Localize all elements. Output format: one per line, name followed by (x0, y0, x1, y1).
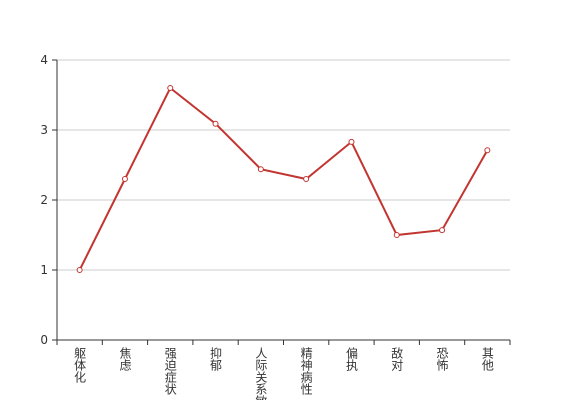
point (167, 85, 174, 91)
point (76, 267, 83, 273)
point (439, 227, 446, 234)
y-tick-label: 3 (40, 123, 48, 137)
point (348, 138, 355, 145)
x-tick-label: 人际关系敏感 (254, 347, 268, 400)
point (484, 147, 491, 154)
x-tick-label: 偏执 (344, 346, 358, 372)
line (78, 86, 489, 271)
x-tick-label: 强迫症状 (163, 347, 177, 395)
point (121, 176, 128, 182)
x-tick-label: 精神病性 (299, 347, 313, 396)
point (257, 166, 264, 173)
y-tick-label: 1 (40, 263, 48, 277)
x-tick-label: 其他 (480, 347, 494, 371)
point (393, 232, 400, 238)
x-tick-label: 抑郁 (209, 346, 223, 372)
x-tick-label: 躯体化 (73, 346, 87, 384)
x-tick-label: 敌对 (390, 346, 404, 371)
y-tick-label: 4 (40, 53, 48, 67)
x-tick-label: 焦虑 (118, 347, 132, 371)
x-tick-label: 恐怖 (435, 347, 449, 371)
y-tick-label: 2 (40, 193, 48, 207)
point (303, 176, 310, 182)
y-tick-label: 0 (40, 333, 48, 347)
point (212, 120, 219, 127)
